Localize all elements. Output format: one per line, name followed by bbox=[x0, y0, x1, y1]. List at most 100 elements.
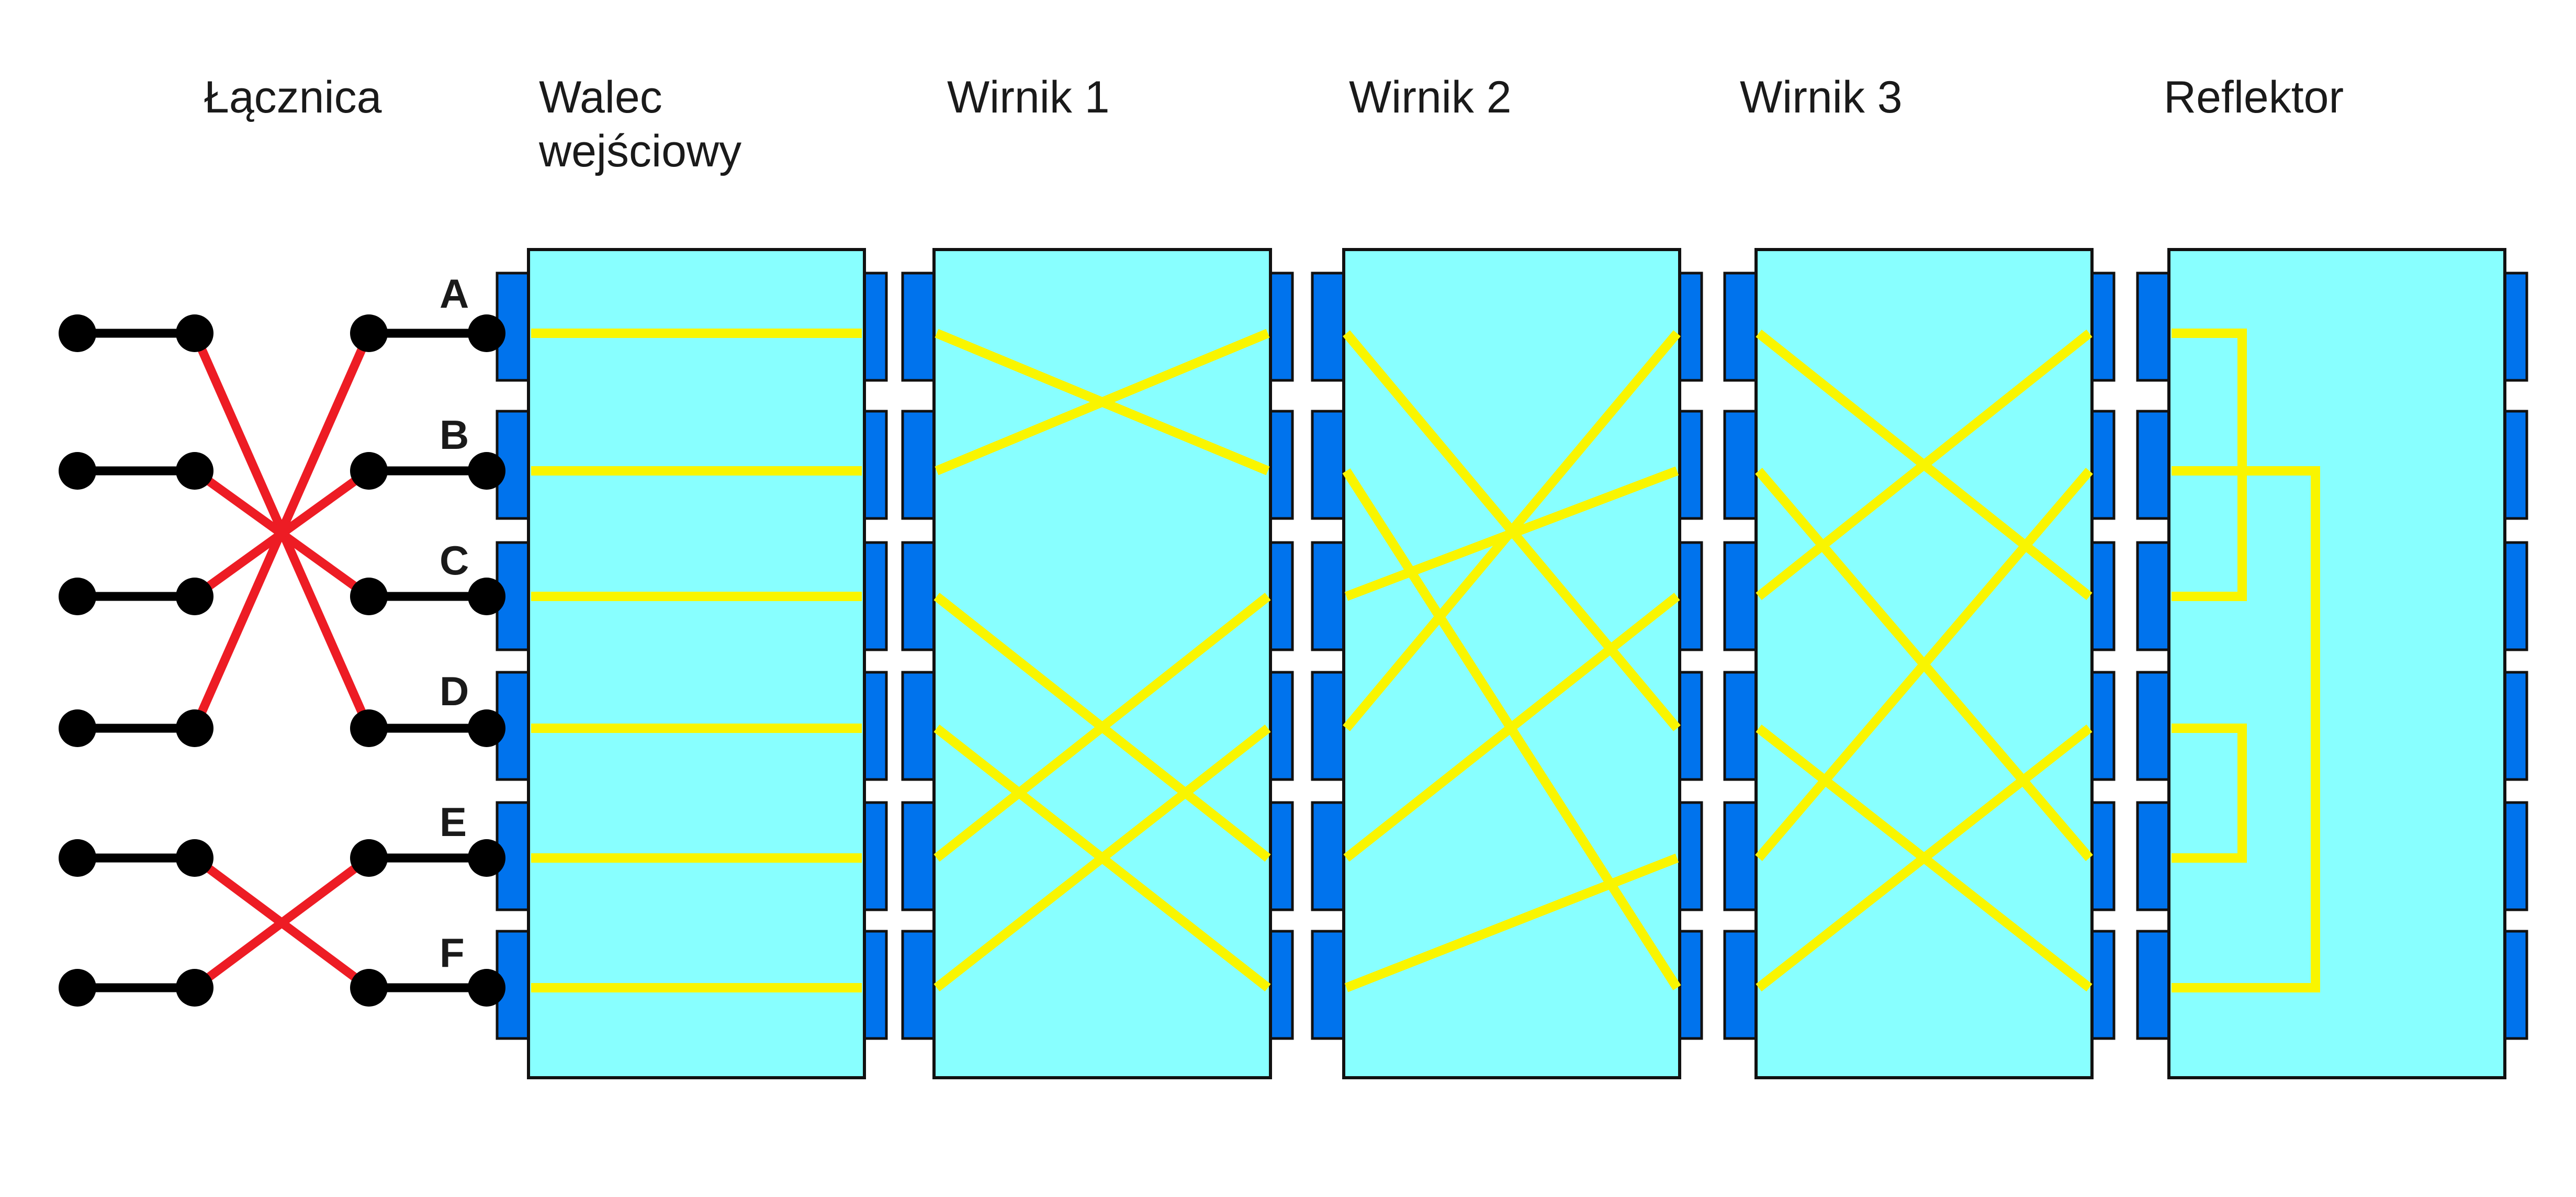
plug-socket-b-1 bbox=[59, 452, 96, 490]
wheels-layer bbox=[527, 248, 2506, 1079]
reflector-box bbox=[2167, 248, 2506, 1079]
reflector-right-contact-c bbox=[2503, 541, 2528, 651]
plug-socket-e-1 bbox=[59, 839, 96, 877]
plug-socket-c-4 bbox=[468, 578, 505, 615]
rotor-1-left-contact-f bbox=[901, 930, 936, 1040]
reflector-loop-bf bbox=[2172, 466, 2320, 992]
rotor-1-left-contact-d bbox=[901, 671, 936, 781]
plug-socket-f-1 bbox=[59, 969, 96, 1007]
rotor-3-wire-c bbox=[1756, 329, 2093, 601]
rotor-3-wire-e bbox=[1755, 468, 2093, 861]
reflector-title: Reflektor bbox=[2164, 72, 2344, 122]
rotor-1-wire-b bbox=[935, 329, 1270, 476]
rotor-1-right-contact-d bbox=[1269, 671, 1294, 781]
plug-socket-e-2 bbox=[176, 839, 213, 877]
rotor-3-right-contact-d bbox=[2090, 671, 2116, 781]
reflector-left-contact-f bbox=[2136, 930, 2170, 1040]
entry-wheel-box bbox=[527, 248, 866, 1079]
rotor-3-left-contact-c bbox=[1723, 541, 1758, 651]
reflector-right-contact-e bbox=[2503, 801, 2528, 911]
pin-label-c: C bbox=[440, 537, 469, 583]
rotor-3-right-contact-e bbox=[2090, 801, 2116, 911]
reflector-left-contact-e bbox=[2136, 801, 2170, 911]
rotor-1-right-contact-a bbox=[1269, 272, 1294, 382]
reflector-right-contact-b bbox=[2503, 410, 2528, 520]
rotor-2-left-contact-a bbox=[1311, 272, 1345, 382]
rotor-1-right-contact-b bbox=[1269, 410, 1294, 520]
reflector-right-contact-d bbox=[2503, 671, 2528, 781]
rotor-3-right-contact-f bbox=[2090, 930, 2116, 1040]
plug-socket-d-3 bbox=[350, 709, 388, 747]
rotor-2-left-contact-d bbox=[1311, 671, 1345, 781]
pin-label-d: D bbox=[440, 668, 469, 714]
rotor-2-right-contact-b bbox=[1678, 410, 1703, 520]
pin-label-b: B bbox=[440, 412, 469, 458]
entry-wheel-right-contact-b bbox=[863, 410, 888, 520]
entry-wheel-title-line1: Walec bbox=[539, 72, 662, 122]
pin-label-e: E bbox=[440, 799, 467, 845]
plug-socket-a-4 bbox=[468, 314, 505, 352]
rotor-3-left-contact-b bbox=[1723, 410, 1758, 520]
rotor-1-wire-f bbox=[933, 724, 1271, 992]
plug-cable-cb bbox=[192, 467, 372, 600]
entry-wheel-right-contact-d bbox=[863, 671, 888, 781]
rotor-2-wire-d bbox=[1343, 330, 1681, 731]
reflector-left-contact-c bbox=[2136, 541, 2170, 651]
rotor-3-left-contact-a bbox=[1723, 272, 1758, 382]
rotor-2-left-contact-e bbox=[1311, 801, 1345, 911]
rotor-1-right-contact-c bbox=[1269, 541, 1294, 651]
reflector-left-contact-d bbox=[2136, 671, 2170, 781]
rotor-3-right-contact-c bbox=[2090, 541, 2116, 651]
rotor-1-right-contact-f bbox=[1269, 930, 1294, 1040]
plugboard-layer bbox=[59, 314, 505, 1007]
rotor-3-wire-f bbox=[1756, 724, 2093, 992]
plug-cable-fe bbox=[192, 854, 372, 991]
rotor-1-title: Wirnik 1 bbox=[947, 72, 1110, 122]
rotor-1-left-contact-a bbox=[901, 272, 936, 382]
entry-wheel-right-contact-e bbox=[863, 801, 888, 911]
rotor-3-right-contact-a bbox=[2090, 272, 2116, 382]
rotor-2-right-contact-c bbox=[1678, 541, 1703, 651]
reflector-right-contact-a bbox=[2503, 272, 2528, 382]
plug-socket-f-3 bbox=[350, 969, 388, 1007]
plug-socket-c-2 bbox=[176, 578, 213, 615]
contacts-layer bbox=[496, 272, 2528, 1040]
entry-wheel-right-contact-f bbox=[863, 930, 888, 1040]
entry-wheel-title-line2: wejściowy bbox=[538, 126, 741, 176]
rotor-1-box bbox=[932, 248, 1272, 1079]
plugboard-title: Łącznica bbox=[204, 72, 382, 122]
plug-socket-d-4 bbox=[468, 709, 505, 747]
reflector-right-contact-f bbox=[2503, 930, 2528, 1040]
reflector-loop-de bbox=[2172, 724, 2247, 863]
rotor-2-left-contact-b bbox=[1311, 410, 1345, 520]
plug-socket-c-1 bbox=[59, 578, 96, 615]
pin-label-f: F bbox=[440, 930, 465, 976]
rotor-2-left-contact-f bbox=[1311, 930, 1345, 1040]
rotor-3-left-contact-d bbox=[1723, 671, 1758, 781]
plug-socket-e-3 bbox=[350, 839, 388, 877]
reflector-loop-ac bbox=[2172, 329, 2247, 601]
plug-socket-a-3 bbox=[350, 314, 388, 352]
plug-socket-a-1 bbox=[59, 314, 96, 352]
reflector-left-contact-a bbox=[2136, 272, 2170, 382]
plug-socket-d-1 bbox=[59, 709, 96, 747]
rotor-3-left-contact-f bbox=[1723, 930, 1758, 1040]
plug-socket-b-4 bbox=[468, 452, 505, 490]
rotor-1-right-contact-e bbox=[1269, 801, 1294, 911]
rotor-2-left-contact-c bbox=[1311, 541, 1345, 651]
plug-socket-f-2 bbox=[176, 969, 213, 1007]
reflector-left-contact-b bbox=[2136, 410, 2170, 520]
plug-socket-f-4 bbox=[468, 969, 505, 1007]
plug-socket-e-4 bbox=[468, 839, 505, 877]
entry-wheel-right-contact-a bbox=[863, 272, 888, 382]
pin-label-a: A bbox=[440, 270, 469, 317]
plug-socket-c-3 bbox=[350, 578, 388, 615]
rotor-2-right-contact-d bbox=[1678, 671, 1703, 781]
rotor-2-wire-e bbox=[1343, 592, 1680, 862]
rotor-1-left-contact-c bbox=[901, 541, 936, 651]
rotor-2-right-contact-a bbox=[1678, 272, 1703, 382]
rotor-1-wire-e bbox=[933, 592, 1271, 862]
rotor-2-box bbox=[1342, 248, 1681, 1079]
rotor-2-title: Wirnik 2 bbox=[1349, 72, 1512, 122]
